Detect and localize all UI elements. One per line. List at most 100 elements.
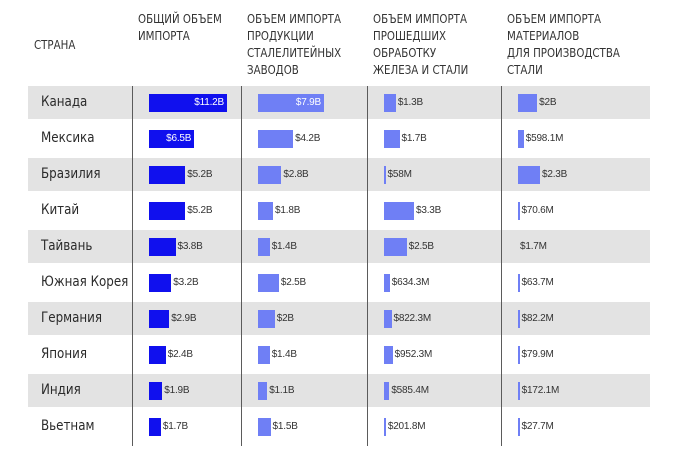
total-bar xyxy=(149,166,186,184)
total-bar xyxy=(149,274,172,292)
iron-bar xyxy=(384,382,390,400)
materials-value-label: $2.3B xyxy=(542,169,568,180)
steel-bar xyxy=(258,346,270,364)
iron-bar xyxy=(384,418,386,436)
iron-value-label: $2.5B xyxy=(408,241,434,252)
header-steel-line: ОБЪЕМ ИМПОРТА xyxy=(247,11,341,26)
header-materials: ОБЪЕМ ИМПОРТА МАТЕРИАЛОВ ДЛЯ ПРОИЗВОДСТВА С… xyxy=(507,10,620,78)
materials-value-label: $598.1M xyxy=(525,133,564,144)
iron-value-label: $58M xyxy=(387,169,412,180)
iron-bar xyxy=(384,130,400,148)
table-row: Китай xyxy=(28,194,650,227)
materials-value-label: $63.7M xyxy=(521,277,554,288)
header-iron: ОБЪЕМ ИМПОРТА ПРОШЕДШИХ ОБРАБОТКУ ЖЕЛЕЗА И … xyxy=(373,10,468,78)
header-steel-line: ПРОДУКЦИИ xyxy=(247,28,314,43)
header-steel-line: ЗАВОДОВ xyxy=(247,62,299,77)
header-materials-line: ДЛЯ ПРОИЗВОДСТВА xyxy=(507,45,620,60)
header-country: СТРАНА xyxy=(34,37,76,52)
header-iron-line: ОБЪЕМ ИМПОРТА xyxy=(373,11,467,26)
column-divider xyxy=(501,86,502,446)
country-label: Южная Корея xyxy=(41,274,129,290)
steel-bar xyxy=(258,418,271,436)
total-value-label: $5.2B xyxy=(187,169,213,180)
header-iron-line: ОБРАБОТКУ xyxy=(373,45,437,60)
iron-value-label: $822.3M xyxy=(393,313,431,324)
steel-bar xyxy=(258,274,279,292)
header-steel: ОБЪЕМ ИМПОРТА ПРОДУКЦИИ СТАЛЕЛИТЕЙНЫХ ЗАВОД… xyxy=(247,10,341,78)
steel-bar xyxy=(258,238,270,256)
steel-value-label: $1.8B xyxy=(275,205,301,216)
header-iron-line: ЖЕЛЕЗА И СТАЛИ xyxy=(373,62,469,77)
header-steel-line: СТАЛЕЛИТЕЙНЫХ xyxy=(247,45,342,60)
iron-value-label: $952.3M xyxy=(394,349,433,360)
header-total: ОБЩИЙ ОБЪЕМ ИМПОРТА xyxy=(138,10,222,44)
steel-bar xyxy=(258,310,275,328)
table-row: Мексика xyxy=(28,122,650,155)
materials-value-label: $172.1M xyxy=(521,385,560,396)
total-bar xyxy=(149,130,195,148)
materials-value-label: $70.6M xyxy=(521,205,554,216)
total-bar xyxy=(149,310,170,328)
country-label: Мексика xyxy=(41,130,95,146)
materials-bar xyxy=(518,382,520,400)
column-divider xyxy=(367,86,368,446)
total-value-label: $11.2B xyxy=(194,97,224,108)
steel-value-label: $7.9B xyxy=(295,97,321,108)
steel-bar xyxy=(258,202,273,220)
steel-value-label: $1.4B xyxy=(271,349,297,360)
table-row: Индия xyxy=(28,374,650,407)
total-bar xyxy=(149,94,227,112)
total-bar xyxy=(149,382,163,400)
materials-value-label: $27.7M xyxy=(521,421,554,432)
materials-value-label: $1.7M xyxy=(520,241,547,252)
steel-value-label: $2.8B xyxy=(283,169,309,180)
materials-value-label: $82.2M xyxy=(521,313,554,324)
iron-bar xyxy=(384,238,407,256)
header-total-line: ОБЩИЙ ОБЪЕМ xyxy=(138,11,222,26)
header-materials-line: МАТЕРИАЛОВ xyxy=(507,28,580,43)
iron-value-label: $1.7B xyxy=(401,133,427,144)
country-label: Канада xyxy=(41,94,88,110)
steel-value-label: $2.5B xyxy=(280,277,307,288)
country-label: Индия xyxy=(41,382,81,398)
country-label: Бразилия xyxy=(41,166,101,182)
iron-bar xyxy=(384,94,396,112)
steel-bar xyxy=(258,166,282,184)
header-materials-line: СТАЛИ xyxy=(507,62,543,77)
iron-bar xyxy=(384,166,386,184)
total-value-label: $1.7B xyxy=(162,421,188,432)
total-value-label: $5.2B xyxy=(187,205,213,216)
table-row: Германия xyxy=(28,302,650,335)
iron-bar xyxy=(384,202,414,220)
steel-value-label: $1.5B xyxy=(272,421,298,432)
materials-bar xyxy=(518,274,520,292)
iron-value-label: $634.3M xyxy=(391,277,430,288)
total-value-label: $1.9B xyxy=(164,385,190,396)
header-materials-line: ОБЪЕМ ИМПОРТА xyxy=(507,11,601,26)
total-value-label: $3.2B xyxy=(173,277,199,288)
iron-value-label: $585.4M xyxy=(391,385,429,396)
column-divider xyxy=(241,86,242,446)
materials-bar xyxy=(518,130,524,148)
iron-value-label: $201.8M xyxy=(387,421,426,432)
steel-bar xyxy=(258,130,294,148)
total-value-label: $2.4B xyxy=(167,349,193,360)
steel-bar xyxy=(258,382,268,400)
materials-bar xyxy=(518,94,538,112)
materials-bar xyxy=(518,310,520,328)
steel-value-label: $4.2B xyxy=(295,133,321,144)
steel-value-label: $1.4B xyxy=(271,241,297,252)
materials-bar xyxy=(518,418,520,436)
total-value-label: $3.8B xyxy=(177,241,203,252)
materials-bar xyxy=(518,202,520,220)
total-value-label: $6.5B xyxy=(166,133,192,144)
total-value-label: $2.9B xyxy=(171,313,197,324)
materials-bar xyxy=(518,346,520,364)
total-bar xyxy=(149,238,176,256)
iron-bar xyxy=(384,310,392,328)
steel-value-label: $2B xyxy=(276,313,294,324)
country-label: Германия xyxy=(41,310,103,326)
total-bar xyxy=(149,202,186,220)
materials-value-label: $79.9M xyxy=(521,349,554,360)
table-row: Тайвань xyxy=(28,230,650,263)
